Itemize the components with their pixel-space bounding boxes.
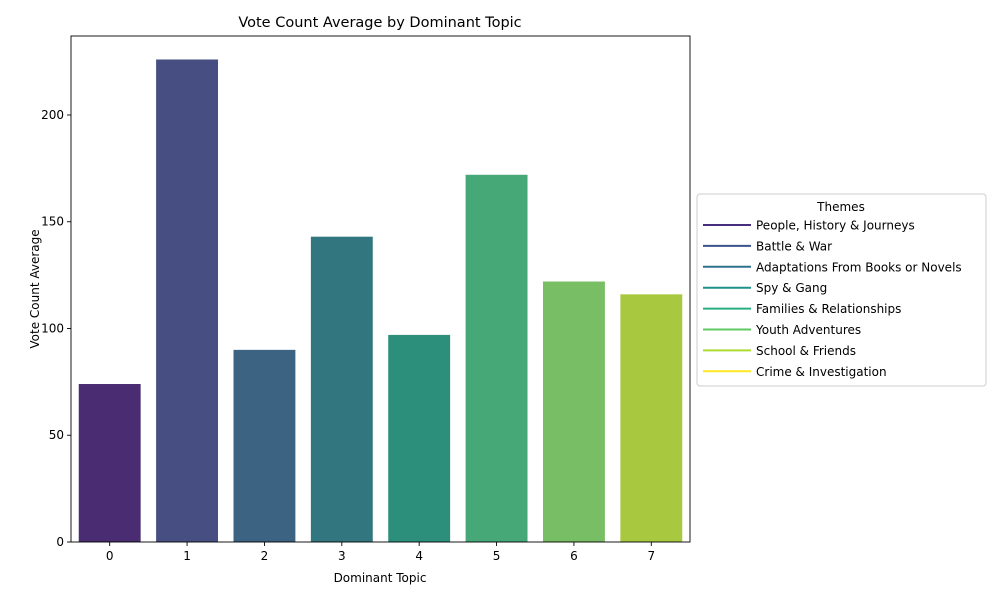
x-tick-label: 2 xyxy=(261,549,269,563)
x-tick-label: 6 xyxy=(570,549,578,563)
y-tick-label: 0 xyxy=(56,535,64,549)
x-tick-label: 5 xyxy=(493,549,501,563)
bars-group xyxy=(78,59,683,543)
legend-entry[interactable]: Youth Adventures xyxy=(703,323,861,337)
legend-label: School & Friends xyxy=(756,344,856,358)
bar-topic-7[interactable] xyxy=(620,294,683,542)
legend[interactable]: Themes People, History & Journeys Battle … xyxy=(696,193,987,387)
y-tick-label: 100 xyxy=(41,321,64,335)
legend-entry[interactable]: Spy & Gang xyxy=(703,281,827,295)
legend-entries: People, History & Journeys Battle & War Ad… xyxy=(703,219,962,379)
bar-topic-6[interactable] xyxy=(542,281,605,542)
legend-label: People, History & Journeys xyxy=(756,219,915,233)
legend-label: Families & Relationships xyxy=(756,302,901,316)
x-tick-label: 7 xyxy=(647,549,655,563)
y-tick-label: 200 xyxy=(41,108,64,122)
y-tick-label: 50 xyxy=(49,428,64,442)
plot-frame xyxy=(70,35,691,543)
bar-topic-5[interactable] xyxy=(465,174,528,542)
legend-entry[interactable]: Crime & Investigation xyxy=(703,365,887,379)
x-tick-label: 4 xyxy=(415,549,423,563)
legend-label: Adaptations From Books or Novels xyxy=(756,260,962,274)
x-tick-label: 1 xyxy=(183,549,191,563)
legend-entry[interactable]: People, History & Journeys xyxy=(703,219,915,233)
y-ticks: 0 50 100 150 200 xyxy=(41,108,71,549)
x-axis-label: Dominant Topic xyxy=(334,571,427,585)
bar-topic-0[interactable] xyxy=(78,384,141,542)
y-tick-label: 150 xyxy=(41,215,64,229)
bar-topic-3[interactable] xyxy=(310,236,373,542)
legend-label: Youth Adventures xyxy=(755,323,861,337)
y-axis-label: Vote Count Average xyxy=(28,229,42,348)
legend-label: Crime & Investigation xyxy=(756,365,887,379)
legend-entry[interactable]: Battle & War xyxy=(703,239,832,253)
legend-box xyxy=(696,193,987,387)
legend-title: Themes xyxy=(816,200,865,214)
legend-entry[interactable]: Families & Relationships xyxy=(703,302,901,316)
legend-label: Battle & War xyxy=(756,239,832,253)
legend-entry[interactable]: Adaptations From Books or Novels xyxy=(703,260,962,274)
bar-topic-1[interactable] xyxy=(156,59,219,543)
bar-topic-2[interactable] xyxy=(233,349,296,542)
chart-title: Vote Count Average by Dominant Topic xyxy=(238,15,521,31)
legend-label: Spy & Gang xyxy=(756,281,827,295)
x-tick-label: 0 xyxy=(106,549,114,563)
x-ticks: 0 1 2 3 4 5 6 7 xyxy=(106,542,655,563)
bar-topic-4[interactable] xyxy=(388,334,451,542)
legend-entry[interactable]: School & Friends xyxy=(703,344,856,358)
x-tick-label: 3 xyxy=(338,549,346,563)
